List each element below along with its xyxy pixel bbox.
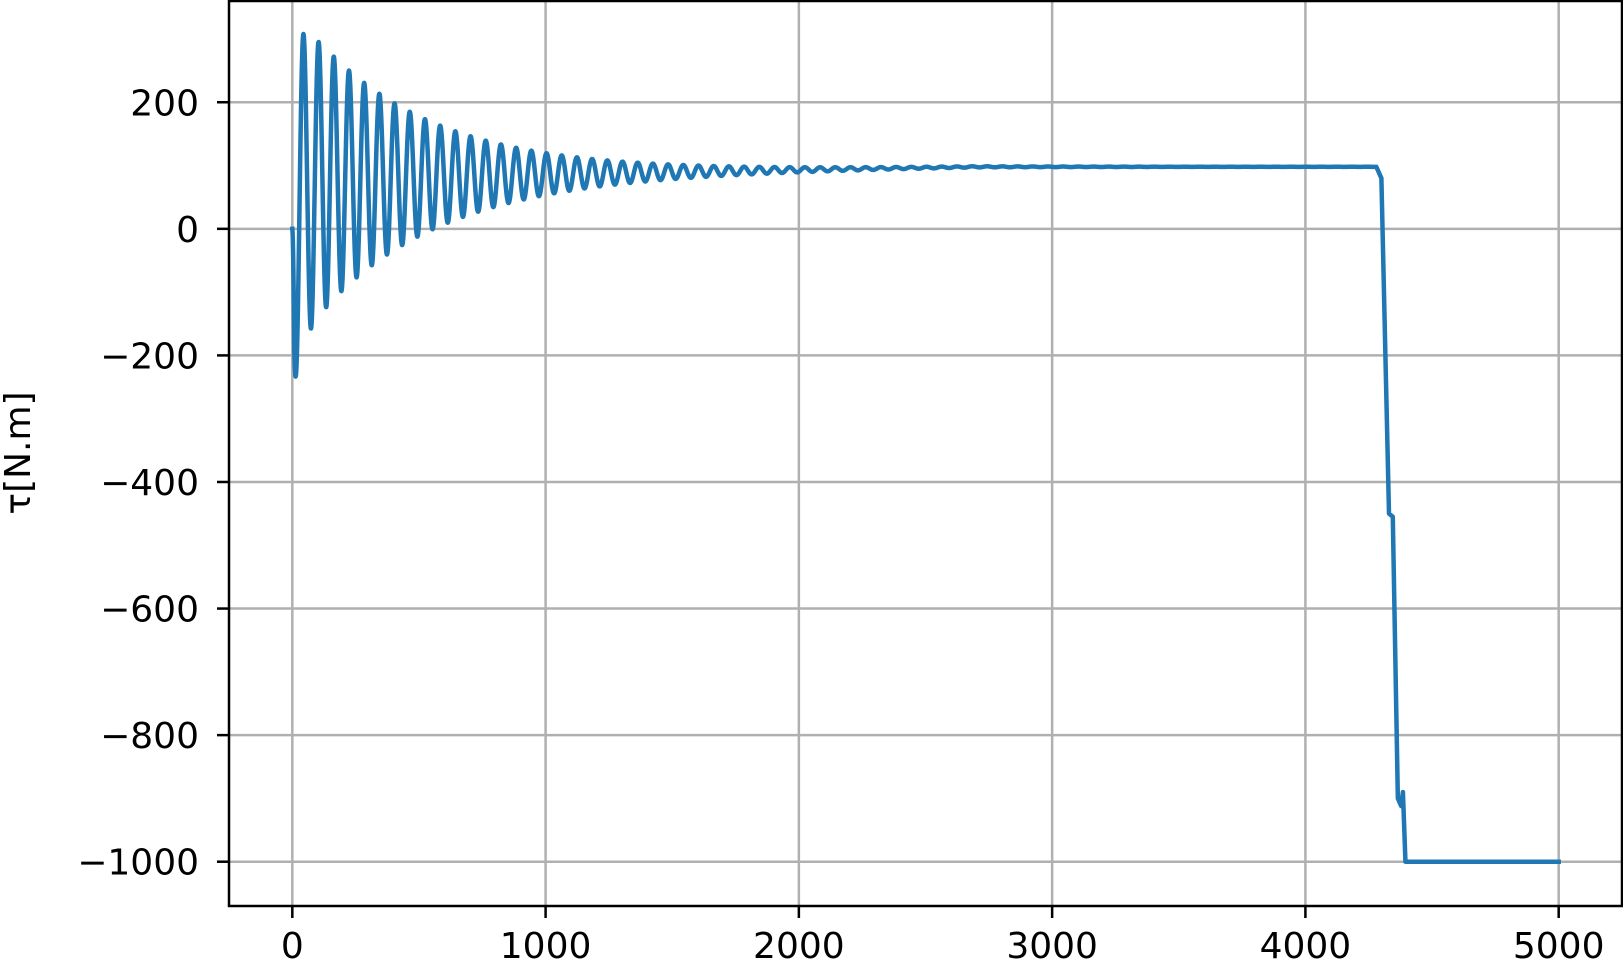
x-tick-label: 4000	[1260, 926, 1352, 967]
x-tick-label: 0	[281, 926, 304, 967]
series-line-0	[289, 31, 1561, 864]
x-axis: 0 1000 2000 3000 4000 5000	[281, 906, 1605, 967]
y-tick-label: −800	[100, 716, 199, 757]
y-tick-label: −1000	[77, 843, 199, 884]
y-axis-title: τ[N.m]	[0, 391, 39, 514]
y-tick-label: 0	[176, 210, 199, 251]
y-tick-label: −200	[100, 336, 199, 377]
x-tick-label: 3000	[1006, 926, 1098, 967]
y-tick-label: 200	[130, 83, 199, 124]
y-tick-label: −400	[100, 463, 199, 504]
plot-frame	[227, 0, 1623, 908]
y-tick-label: −600	[100, 590, 199, 631]
data-series	[289, 31, 1561, 864]
x-tick-label: 5000	[1513, 926, 1605, 967]
y-axis: 200 0 −200 −400 −600 −800 −1000	[77, 83, 229, 884]
x-tick-label: 1000	[500, 926, 592, 967]
x-tick-label: 2000	[753, 926, 845, 967]
